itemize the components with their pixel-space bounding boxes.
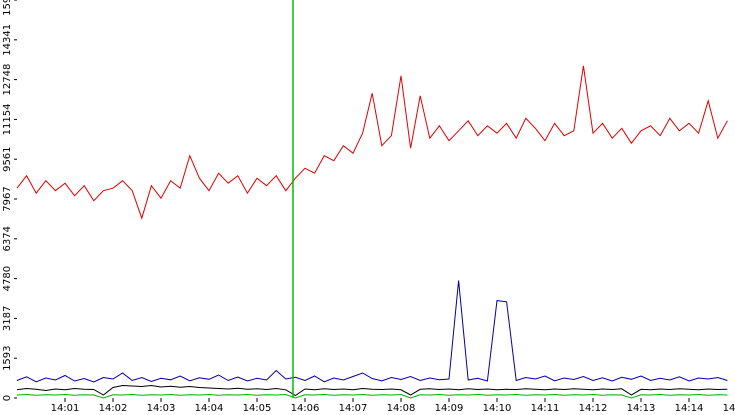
series-line	[16, 393, 728, 399]
x-tick-label: 14:15	[723, 403, 735, 414]
y-tick-label: 3187	[2, 306, 13, 331]
x-tick-label: 14:07	[339, 403, 368, 414]
x-tick-label: 14:06	[291, 403, 320, 414]
y-tick-label: 6374	[2, 226, 13, 251]
series-line	[16, 280, 728, 383]
x-tick-label: 14:12	[579, 403, 608, 414]
y-tick-label: 12748	[2, 64, 13, 96]
y-tick-label: 0	[2, 395, 13, 401]
x-tick-label: 14:11	[531, 403, 560, 414]
y-tick-label: 1593	[2, 345, 13, 370]
x-tick-label: 14:13	[627, 403, 656, 414]
x-tick-label: 14:01	[51, 403, 80, 414]
x-tick-label: 14:14	[675, 403, 704, 414]
y-tick-label: 4780	[2, 266, 13, 291]
y-tick-label: 7967	[2, 186, 13, 211]
x-tick-label: 14:05	[243, 403, 272, 414]
x-tick-label: 14:02	[99, 403, 128, 414]
x-tick-label: 14:04	[195, 403, 224, 414]
series-line	[16, 65, 728, 220]
series-line	[16, 384, 728, 397]
x-tick-label: 14:08	[387, 403, 416, 414]
y-tick-label: 14341	[2, 24, 13, 56]
y-tick-label: 11154	[2, 104, 13, 136]
y-tick-label: 9561	[2, 146, 13, 171]
x-tick-label: 14:03	[147, 403, 176, 414]
x-tick-label: 14:10	[483, 403, 512, 414]
x-tick-label: 14:09	[435, 403, 464, 414]
y-tick-label: 15935	[2, 0, 13, 16]
